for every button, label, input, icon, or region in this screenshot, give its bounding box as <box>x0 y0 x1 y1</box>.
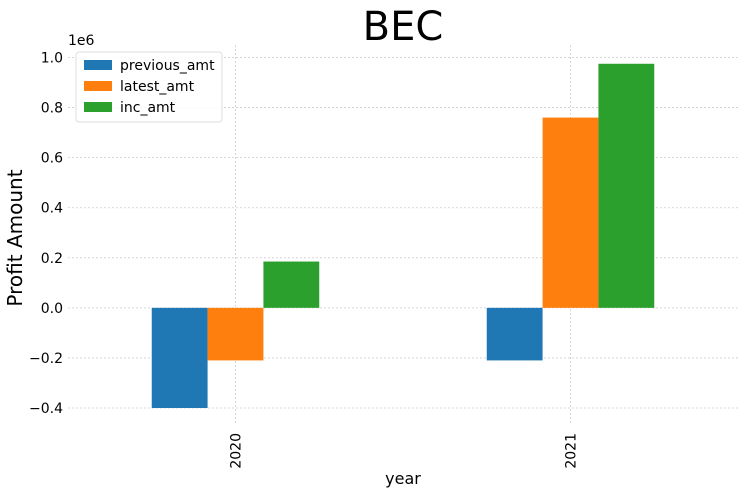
chart-title: BEC <box>363 4 444 50</box>
x-ticks: 2020 2021 <box>229 433 580 469</box>
legend-label-inc_amt: inc_amt <box>120 100 176 116</box>
y-tick-label: 1.0 <box>41 51 63 67</box>
y-ticks: −0.4 −0.2 0.0 0.2 0.4 0.6 0.8 1.0 <box>29 51 63 417</box>
legend-box <box>75 51 223 123</box>
bar-latest_amt-2020 <box>207 307 264 361</box>
x-tick-label: 2021 <box>564 433 580 469</box>
y-axis-label: Profit Amount <box>3 169 27 306</box>
y-tick-label: 0.8 <box>41 101 63 117</box>
bars <box>151 63 655 408</box>
y-tick-label: 0.6 <box>41 151 63 167</box>
y-tick-label: −0.4 <box>29 401 63 417</box>
y-tick-label: 0.4 <box>41 201 63 217</box>
x-axis-label: year <box>385 469 421 488</box>
y-tick-label: 0.0 <box>41 301 63 317</box>
legend-label-latest_amt: latest_amt <box>120 79 195 95</box>
legend: previous_amt latest_amt inc_amt <box>75 51 223 123</box>
bar-latest_amt-2021 <box>542 117 599 308</box>
bar-previous_amt-2021 <box>486 307 543 361</box>
legend-swatch-latest_amt <box>84 81 112 91</box>
x-tick-label: 2020 <box>229 433 245 469</box>
bar-inc_amt-2020 <box>263 261 320 308</box>
y-tick-label: −0.2 <box>29 351 63 367</box>
y-scale-label: 1e6 <box>68 33 95 49</box>
legend-swatch-previous_amt <box>84 60 112 70</box>
bar-inc_amt-2021 <box>598 63 655 308</box>
y-tick-label: 0.2 <box>41 251 63 267</box>
legend-label-previous_amt: previous_amt <box>120 58 215 74</box>
legend-swatch-inc_amt <box>84 102 112 112</box>
bar-previous_amt-2020 <box>151 307 208 408</box>
